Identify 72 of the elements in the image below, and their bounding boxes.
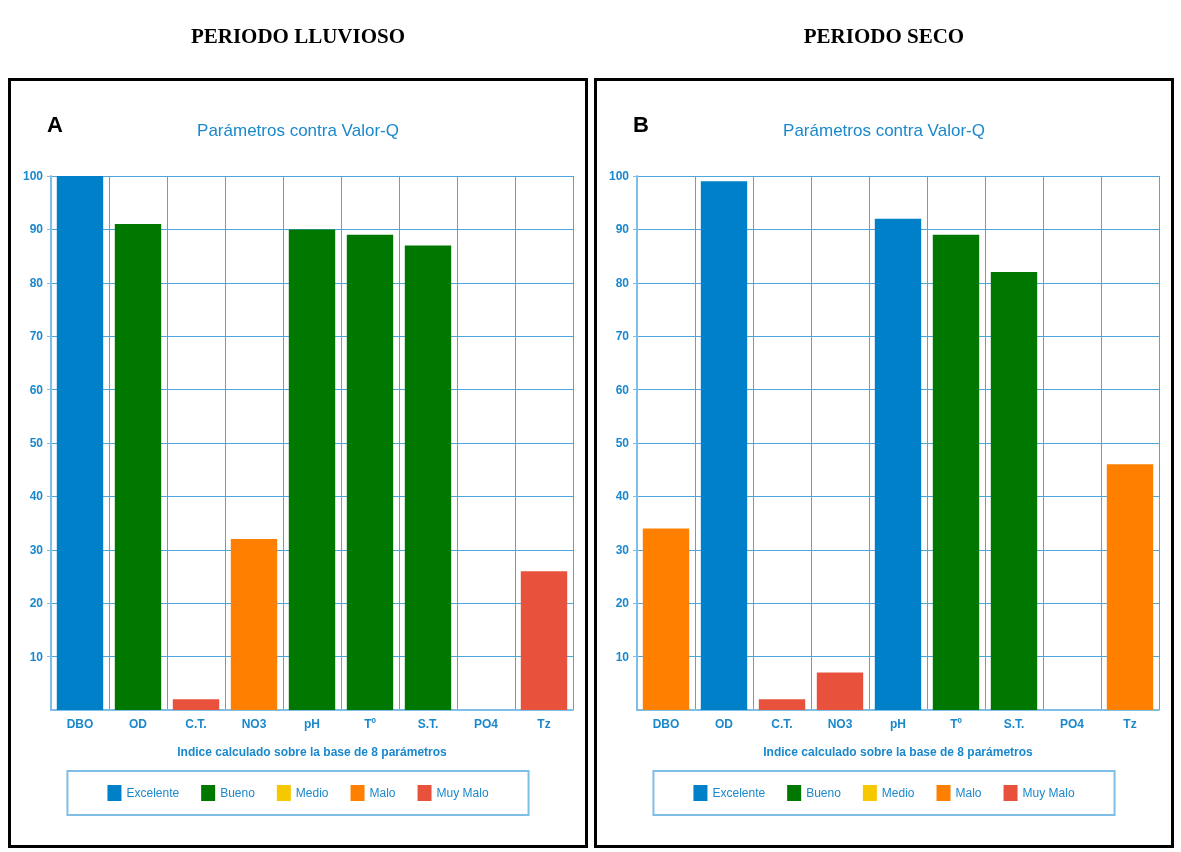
x-tick-label: S.T. bbox=[417, 717, 439, 731]
y-tick-label: 90 bbox=[615, 222, 630, 237]
chart-title: PERIODO SECO bbox=[802, 23, 966, 50]
chart-subtitle: Parámetros contra Valor-Q bbox=[783, 121, 985, 140]
x-tick-label: NO3 bbox=[241, 717, 267, 731]
bar bbox=[230, 539, 278, 710]
bar bbox=[288, 229, 336, 710]
y-tick-label: 60 bbox=[29, 382, 44, 397]
y-tick-label: 30 bbox=[615, 542, 630, 557]
text: A bbox=[47, 111, 63, 137]
bar bbox=[642, 528, 690, 710]
y-tick-label: 50 bbox=[29, 436, 44, 450]
legend-label: Medio bbox=[881, 786, 915, 800]
chart-subtitle: Parámetros contra Valor-Q bbox=[197, 121, 399, 140]
y-tick-label: 80 bbox=[615, 275, 630, 290]
y-tick-label: 10 bbox=[615, 649, 630, 664]
x-tick-label: DBO bbox=[652, 717, 680, 731]
bar bbox=[114, 224, 162, 710]
bar bbox=[56, 176, 104, 710]
bar bbox=[404, 245, 452, 710]
x-axis-title: Indice calculado sobre la base de 8 parámetros bbox=[177, 745, 448, 759]
x-axis-title: Indice calculado sobre la base de 8 parámetros bbox=[763, 745, 1034, 759]
x-tick-label: Tº bbox=[950, 717, 963, 731]
y-tick-label: 20 bbox=[29, 596, 44, 611]
bar bbox=[816, 672, 864, 710]
legend-label: Malo bbox=[955, 786, 982, 800]
x-tick-label: S.T. bbox=[1003, 717, 1025, 731]
y-tick-label: 40 bbox=[615, 489, 630, 504]
legend-label: Muy Malo bbox=[1022, 786, 1075, 800]
y-tick-label: 50 bbox=[615, 436, 630, 450]
bar bbox=[520, 571, 568, 710]
text: B bbox=[633, 111, 649, 137]
y-tick-label: 60 bbox=[615, 382, 630, 397]
bar bbox=[990, 272, 1038, 710]
y-tick-label: 70 bbox=[615, 329, 630, 344]
legend-label: Bueno bbox=[220, 786, 256, 800]
y-tick-label: 10 bbox=[29, 649, 44, 664]
x-tick-label: PO4 bbox=[473, 717, 499, 731]
x-tick-label: OD bbox=[715, 717, 734, 731]
y-tick-label: 100 bbox=[608, 169, 630, 183]
bar bbox=[932, 234, 980, 710]
x-tick-label: NO3 bbox=[827, 717, 853, 731]
x-tick-label: OD bbox=[129, 717, 148, 731]
legend-label: Muy Malo bbox=[436, 786, 489, 800]
y-tick-label: 40 bbox=[29, 489, 44, 504]
x-tick-label: pH bbox=[890, 717, 906, 731]
bar bbox=[700, 181, 748, 710]
y-tick-label: 70 bbox=[29, 329, 44, 344]
bar bbox=[1106, 464, 1154, 710]
x-tick-label: pH bbox=[304, 717, 320, 731]
x-tick-label: PO4 bbox=[1059, 717, 1085, 731]
y-tick-label: 20 bbox=[615, 596, 630, 611]
y-tick-label: 80 bbox=[29, 275, 44, 290]
bar bbox=[874, 218, 922, 710]
y-tick-label: 100 bbox=[22, 169, 44, 183]
x-tick-label: C.T. bbox=[771, 717, 793, 731]
x-tick-label: DBO bbox=[66, 717, 94, 731]
bar bbox=[346, 234, 394, 710]
bar bbox=[758, 699, 806, 710]
chart-title: PERIODO LLUVIOSO bbox=[189, 23, 407, 50]
legend-label: Excelente bbox=[712, 786, 766, 800]
legend-label: Bueno bbox=[806, 786, 842, 800]
x-tick-label: Tº bbox=[364, 717, 377, 731]
bar bbox=[172, 699, 220, 710]
y-tick-label: 30 bbox=[29, 542, 44, 557]
legend-label: Excelente bbox=[126, 786, 180, 800]
y-tick-label: 90 bbox=[29, 222, 44, 237]
x-tick-label: C.T. bbox=[185, 717, 207, 731]
legend-label: Medio bbox=[295, 786, 329, 800]
x-tick-label: Tz bbox=[1123, 717, 1137, 731]
legend-label: Malo bbox=[369, 786, 396, 800]
x-tick-label: Tz bbox=[537, 717, 551, 731]
